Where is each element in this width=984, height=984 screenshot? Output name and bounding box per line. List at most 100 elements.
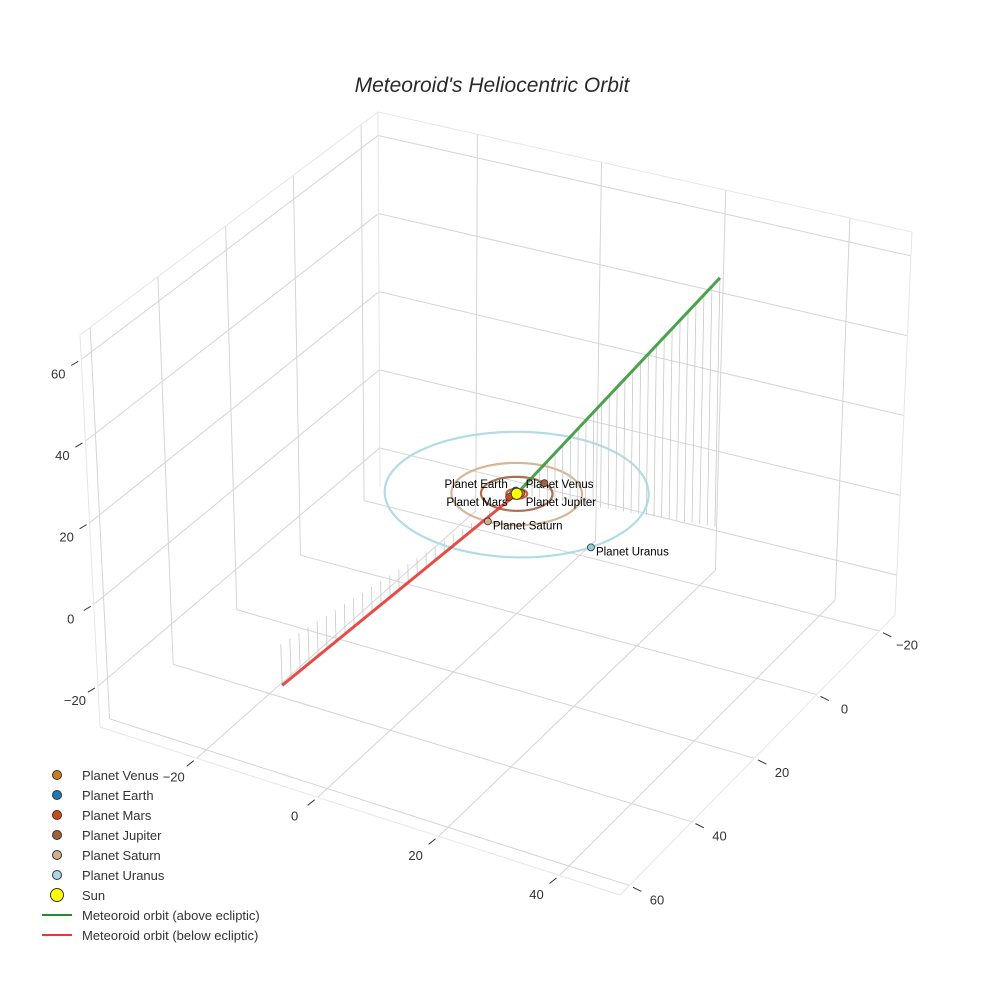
drop-line — [623, 377, 626, 512]
wall-gridline-x — [595, 162, 603, 541]
z-tick-label-mark — [70, 360, 79, 366]
drop-line — [661, 336, 665, 518]
planet-label: Planet Mars — [446, 497, 508, 509]
legend-line — [42, 934, 72, 936]
legend-item-jupiter[interactable]: Planet Jupiter — [36, 825, 260, 845]
box-edge — [79, 334, 101, 728]
floor-gridline-x — [317, 540, 596, 798]
x-tick-label: 40 — [529, 887, 543, 902]
wall-gridline-z — [378, 134, 912, 257]
drop-line — [362, 592, 364, 620]
x-tick-label-mark — [186, 760, 195, 767]
grid — [79, 111, 913, 896]
planet-label: Planet Jupiter — [526, 497, 596, 509]
box-edge — [894, 231, 913, 616]
legend-item-mars[interactable]: Planet Mars — [36, 805, 260, 825]
wall-gridline-y — [157, 276, 174, 665]
drop-line — [584, 419, 587, 506]
wall-gridline-x — [714, 190, 727, 571]
wall-gridline-z — [80, 135, 379, 360]
legend-line — [42, 914, 72, 916]
drop-line — [289, 638, 292, 679]
drop-line — [371, 586, 373, 612]
wall-gridline-y — [89, 327, 111, 719]
meteoroid-line-above — [515, 276, 722, 495]
legend-marker — [52, 850, 62, 860]
drop-line — [353, 598, 355, 627]
wall-gridline-z — [378, 213, 908, 337]
legend-item-sun[interactable]: Sun — [36, 885, 260, 905]
legend-marker — [52, 810, 62, 820]
drop-line — [676, 319, 681, 521]
legend-item-meteoroid-above[interactable]: Meteoroid orbit (above ecliptic) — [36, 905, 260, 925]
meteoroid-line-below — [281, 492, 518, 687]
floor-gridline-x — [438, 569, 716, 837]
floor-gridline-y — [363, 500, 880, 632]
drop-line — [577, 427, 579, 504]
drop-line — [592, 411, 595, 507]
drop-line — [714, 277, 721, 527]
sun-marker — [510, 487, 523, 500]
y-tick-label: 0 — [841, 701, 848, 716]
wall-gridline-z — [93, 369, 380, 605]
floor-gridline-y — [300, 554, 818, 696]
x-tick-label-mark — [428, 838, 436, 845]
drop-lines — [280, 277, 721, 686]
y-tick-label: 40 — [712, 829, 726, 844]
z-tick-label: 0 — [67, 611, 74, 626]
drop-line — [653, 344, 657, 517]
drop-line — [630, 369, 634, 513]
wall-gridline-z — [378, 291, 904, 417]
drop-line — [298, 632, 301, 671]
drop-line — [325, 615, 328, 649]
z-tick-label: 60 — [51, 366, 65, 381]
wall-gridline-z — [89, 291, 380, 524]
drop-line — [691, 302, 697, 523]
wall-gridline-z — [97, 447, 381, 687]
legend-item-saturn[interactable]: Planet Saturn — [36, 845, 260, 865]
x-tick-label: −20 — [163, 770, 185, 785]
floor-gridline-y — [173, 663, 693, 823]
x-tick-label: 20 — [408, 848, 422, 863]
planet-label: Planet Uranus — [596, 546, 669, 558]
drop-line — [334, 609, 337, 642]
orbit-ring-saturn — [450, 461, 584, 527]
z-tick-label: 20 — [59, 530, 73, 545]
z-tick-label: 40 — [55, 448, 69, 463]
planet-marker — [484, 517, 492, 526]
planet-marker — [540, 479, 549, 488]
y-tick-label-mark — [632, 886, 642, 892]
legend-item-earth[interactable]: Planet Earth — [36, 785, 260, 805]
legend-item-meteoroid-below[interactable]: Meteoroid orbit (below ecliptic) — [36, 925, 260, 945]
box-edge — [619, 614, 896, 896]
drop-line — [645, 352, 649, 516]
box-edge — [79, 111, 379, 336]
tick-labels: −20 0 20 40 −20 0 20 40 60 −20 0 20 40 60 — [51, 360, 918, 907]
x-tick-label-mark — [549, 877, 557, 884]
planet-labels: Planet Venus Planet Earth Planet Mars Plane… — [444, 479, 669, 559]
planet-marker — [587, 543, 595, 552]
wall-gridline-y — [292, 175, 301, 556]
chart-title: Meteoroid's Heliocentric Orbit — [354, 74, 630, 97]
drop-line — [615, 386, 618, 511]
drop-line — [316, 621, 319, 657]
drop-line — [343, 604, 346, 635]
z-tick-label-mark — [87, 687, 96, 693]
wall-gridline-x — [834, 218, 851, 601]
y-tick-label-mark — [882, 632, 892, 638]
drop-line — [638, 361, 642, 515]
legend-item-venus[interactable]: Planet Venus — [36, 765, 260, 785]
drop-line — [699, 294, 705, 524]
x-tick-label-mark — [307, 799, 315, 806]
box-edge — [377, 111, 381, 488]
z-tick-label-mark — [75, 442, 83, 448]
wall-gridline-y — [225, 226, 238, 610]
legend-marker — [50, 888, 64, 902]
wall-gridline-z — [379, 447, 897, 576]
y-tick-label-mark — [757, 759, 767, 765]
legend-item-uranus[interactable]: Planet Uranus — [36, 865, 260, 885]
y-tick-label: 20 — [775, 765, 789, 780]
planet-points: Planet Venus Planet Earth Planet Mars Plane… — [444, 479, 669, 559]
legend-marker — [52, 770, 62, 780]
